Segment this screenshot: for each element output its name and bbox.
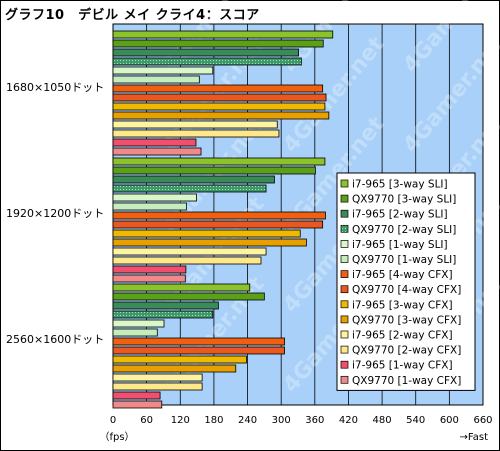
legend-label: i7-965 [2-way SLI]: [352, 209, 448, 221]
bar: [112, 283, 251, 292]
legend-swatch: [340, 360, 349, 369]
x-tick-label: 300: [272, 415, 291, 426]
bar: [112, 364, 237, 373]
legend-label: QX9770 [1-way CFX]: [352, 375, 461, 387]
legend: i7-965 [3-way SLI] QX9770 [3-way SLI] i7-9…: [336, 172, 476, 391]
fast-label: →Fast: [460, 432, 489, 443]
bar: [112, 328, 158, 337]
bar: [112, 337, 285, 346]
bar: [112, 166, 316, 175]
legend-swatch: [340, 179, 349, 188]
bar: [112, 400, 163, 409]
category-labels: 1680×1050ドット 1920×1200ドット 2560×1600ドット: [6, 81, 104, 346]
x-tick-label: 240: [238, 415, 257, 426]
legend-swatch: [340, 255, 349, 263]
bar: [112, 238, 307, 247]
legend-label: QX9770 [3-way SLI]: [352, 194, 456, 206]
legend-swatch: [340, 209, 349, 218]
bar: [112, 391, 161, 400]
x-tick-label: 660: [473, 415, 492, 426]
x-tick-label: 0: [110, 415, 116, 426]
bar: [112, 265, 187, 274]
x-tick-label: 120: [171, 415, 190, 426]
legend-label: i7-965 [1-way CFX]: [352, 360, 453, 372]
bar: [112, 129, 280, 138]
legend-label: i7-965 [1-way SLI]: [352, 239, 448, 251]
bar: [112, 211, 326, 220]
legend-label: QX9770 [2-way SLI]: [352, 224, 456, 236]
bar: [112, 157, 326, 166]
legend-box: [336, 172, 476, 391]
x-tick-label: 480: [373, 415, 392, 426]
bars: [112, 30, 334, 409]
legend-swatch: [340, 300, 349, 309]
x-tick-label: 360: [305, 415, 324, 426]
legend-swatch: [340, 330, 349, 339]
legend-swatch: [340, 194, 349, 203]
bar: [112, 184, 267, 193]
bar: [112, 220, 324, 229]
bar: [112, 274, 186, 283]
bar: [112, 346, 285, 355]
category-label: 2560×1600ドット: [6, 333, 104, 346]
bar: [112, 310, 214, 319]
bar: [112, 102, 326, 111]
legend-swatch: [340, 224, 349, 233]
legend-label: QX9770 [4-way CFX]: [352, 284, 461, 296]
bar: [112, 247, 267, 256]
bar: [112, 84, 324, 93]
legend-swatch: [340, 375, 349, 384]
bar: [112, 57, 302, 66]
bar: [112, 93, 327, 102]
unit-label: （fps）: [99, 431, 134, 443]
legend-label: i7-965 [4-way CFX]: [352, 269, 453, 281]
legend-label: i7-965 [2-way CFX]: [352, 330, 453, 342]
bar: [112, 147, 202, 156]
bar: [112, 48, 299, 57]
bar: [112, 175, 275, 184]
legend-swatch: [340, 345, 349, 354]
bar: [112, 111, 330, 120]
legend-swatch: [340, 285, 349, 294]
category-label: 1680×1050ドット: [6, 81, 104, 94]
x-tick-label: 180: [204, 415, 223, 426]
legend-label: i7-965 [3-way CFX]: [352, 299, 453, 311]
bar: [112, 120, 278, 129]
bar: [112, 30, 334, 39]
bar: [112, 382, 203, 391]
legend-label: QX9770 [3-way CFX]: [352, 314, 461, 326]
bar: [112, 39, 324, 48]
bar: [112, 202, 187, 211]
legend-swatch: [340, 315, 349, 324]
bar: [112, 256, 262, 265]
bar: [112, 355, 247, 364]
bar: [112, 138, 197, 147]
legend-label: QX9770 [2-way CFX]: [352, 345, 461, 357]
bar: [112, 301, 219, 310]
category-label: 1920×1200ドット: [6, 207, 104, 220]
legend-label: i7-965 [3-way SLI]: [352, 179, 448, 191]
bar: [112, 193, 197, 202]
bar: [112, 66, 214, 75]
bar: [112, 373, 203, 382]
bar: [112, 75, 200, 84]
legend-label: QX9770 [1-way SLI]: [352, 254, 456, 266]
bar: [112, 319, 165, 328]
legend-swatch: [340, 240, 349, 248]
x-tick-label: 540: [406, 415, 425, 426]
chart-title: グラフ10 デビル メイ クライ4：スコア: [5, 8, 260, 23]
bar: [112, 292, 265, 301]
legend-swatch: [340, 270, 349, 278]
bar: [112, 229, 301, 238]
x-tick-label: 420: [339, 415, 358, 426]
x-tick-label: 600: [440, 415, 459, 426]
x-tick-label: 60: [140, 415, 153, 426]
x-tick-labels: 0 60 120 180 240 300 360 420 480 540 600 660: [110, 415, 493, 426]
